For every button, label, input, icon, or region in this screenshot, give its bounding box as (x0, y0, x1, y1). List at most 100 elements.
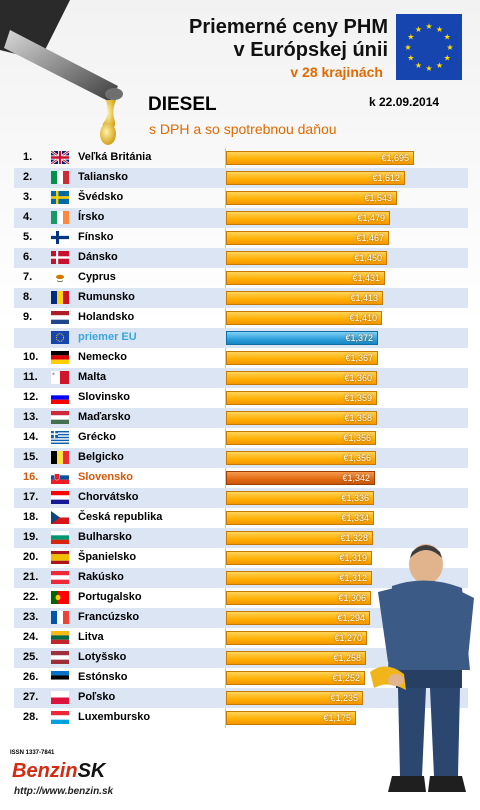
table-row: 4. Írsko €1,479 (14, 208, 468, 228)
price-bar: €1,306 (226, 591, 371, 605)
country-label: Malta (78, 371, 107, 383)
lt-flag-icon (51, 631, 69, 644)
price-table: 1. Veľká Británia €1,695 2. Taliansko €1,612 3… (14, 148, 468, 728)
price-bar: €1,410 (226, 311, 382, 325)
table-row: 21. Rakúsko €1,312 (14, 568, 468, 588)
rank-label: 19. (23, 531, 39, 543)
country-label: Veľká Británia (78, 151, 152, 163)
table-row: 17. Chorvátsko €1,336 (14, 488, 468, 508)
eu-star: ★ (436, 25, 443, 34)
rank-label: 16. (23, 471, 39, 483)
table-row: 6. Dánsko €1,450 (14, 248, 468, 268)
table-row: 18. Česká republika €1,334 (14, 508, 468, 528)
table-row: 23. Francúzsko €1,294 (14, 608, 468, 628)
rank-label: 12. (23, 391, 39, 403)
table-row: 16. Slovensko €1,342 (14, 468, 468, 488)
country-label: Holandsko (78, 311, 135, 323)
country-label: Írsko (78, 211, 105, 223)
price-value-label: €1,356 (343, 433, 371, 443)
rank-label: 11. (23, 371, 38, 383)
eu-star: ★ (446, 43, 453, 52)
country-label: Portugalsko (78, 591, 142, 603)
be-flag-icon (51, 451, 69, 464)
table-row: 10. Nemecko €1,367 (14, 348, 468, 368)
se-flag-icon (51, 191, 69, 204)
country-label: Slovensko (78, 471, 134, 483)
eu-star: ★ (436, 61, 443, 70)
table-row: 22. Portugalsko €1,306 (14, 588, 468, 608)
rank-label: 2. (23, 171, 33, 183)
country-label: Slovinsko (78, 391, 130, 403)
price-value-label: €1,410 (349, 313, 377, 323)
price-bar: €1,342 (226, 471, 375, 485)
rank-label: 4. (23, 211, 33, 223)
rank-label: 23. (23, 611, 39, 623)
price-bar: €1,356 (226, 431, 376, 445)
chart-title: Priemerné ceny PHM v Európskej únii (189, 16, 388, 61)
table-row: 19. Bulharsko €1,328 (14, 528, 468, 548)
country-label: Litva (78, 631, 104, 643)
eu-star: ★ (407, 33, 414, 42)
table-row: 25. Lotyšsko €1,258 (14, 648, 468, 668)
price-bar: €1,334 (226, 511, 374, 525)
price-value-label: €1,252 (332, 673, 360, 683)
rank-label: 21. (23, 571, 39, 583)
nl-flag-icon (51, 311, 69, 324)
rank-label: 13. (23, 411, 39, 423)
price-bar: €1,695 (226, 151, 414, 165)
table-row: 28. Luxembursko €1,175 (14, 708, 468, 728)
fi-flag-icon (51, 231, 69, 244)
table-row: 1. Veľká Británia €1,695 (14, 148, 468, 168)
table-row: 11. Malta €1,360 (14, 368, 468, 388)
dk-flag-icon (51, 251, 69, 264)
hu-flag-icon (51, 411, 69, 424)
tax-note: s DPH a so spotrebnou daňou (149, 121, 337, 137)
price-bar: €1,360 (226, 371, 377, 385)
price-value-label: €1,479 (357, 213, 385, 223)
table-row: 8. Rumunsko €1,413 (14, 288, 468, 308)
price-bar: €1,294 (226, 611, 370, 625)
price-value-label: €1,306 (338, 593, 366, 603)
rank-label: 22. (23, 591, 39, 603)
hr-flag-icon (51, 491, 69, 504)
country-label: Rumunsko (78, 291, 135, 303)
country-label: Španielsko (78, 551, 137, 563)
brand-logo: BenzinSK (12, 760, 106, 782)
table-row: 20. Španielsko €1,319 (14, 548, 468, 568)
price-bar: €1,479 (226, 211, 390, 225)
country-label: Belgicko (78, 451, 124, 463)
gr-flag-icon (51, 431, 69, 444)
price-bar: €1,270 (226, 631, 367, 645)
price-bar: €1,413 (226, 291, 383, 305)
axis-line (225, 148, 226, 728)
rank-label: 15. (23, 451, 39, 463)
price-bar: €1,431 (226, 271, 385, 285)
price-value-label: €1,175 (323, 713, 351, 723)
de-flag-icon (51, 351, 69, 364)
price-value-label: €1,450 (354, 253, 382, 263)
price-value-label: €1,328 (340, 533, 368, 543)
es-flag-icon (51, 551, 69, 564)
rank-label: 18. (23, 511, 39, 523)
table-row: 24. Litva €1,270 (14, 628, 468, 648)
eu-star: ★ (415, 61, 422, 70)
cy-flag-icon (51, 271, 69, 284)
country-label: Taliansko (78, 171, 128, 183)
lv-flag-icon (51, 651, 69, 664)
price-value-label: €1,367 (345, 353, 373, 363)
price-value-label: €1,413 (350, 293, 378, 303)
price-value-label: €1,543 (364, 193, 392, 203)
price-bar: €1,367 (226, 351, 378, 365)
table-row: 7. Cyprus €1,431 (14, 268, 468, 288)
issn-label: ISSN 1337-7841 (10, 750, 55, 756)
country-label: Švédsko (78, 191, 124, 203)
price-value-label: €1,258 (333, 653, 361, 663)
eu-star: ★ (415, 25, 422, 34)
website-link[interactable]: http://www.benzin.sk (14, 786, 114, 797)
country-label: Bulharsko (78, 531, 132, 543)
at-flag-icon (51, 571, 69, 584)
si-flag-icon (51, 391, 69, 404)
rank-label: 10. (23, 351, 39, 363)
price-bar: €1,612 (226, 171, 405, 185)
price-value-label: €1,612 (372, 173, 400, 183)
